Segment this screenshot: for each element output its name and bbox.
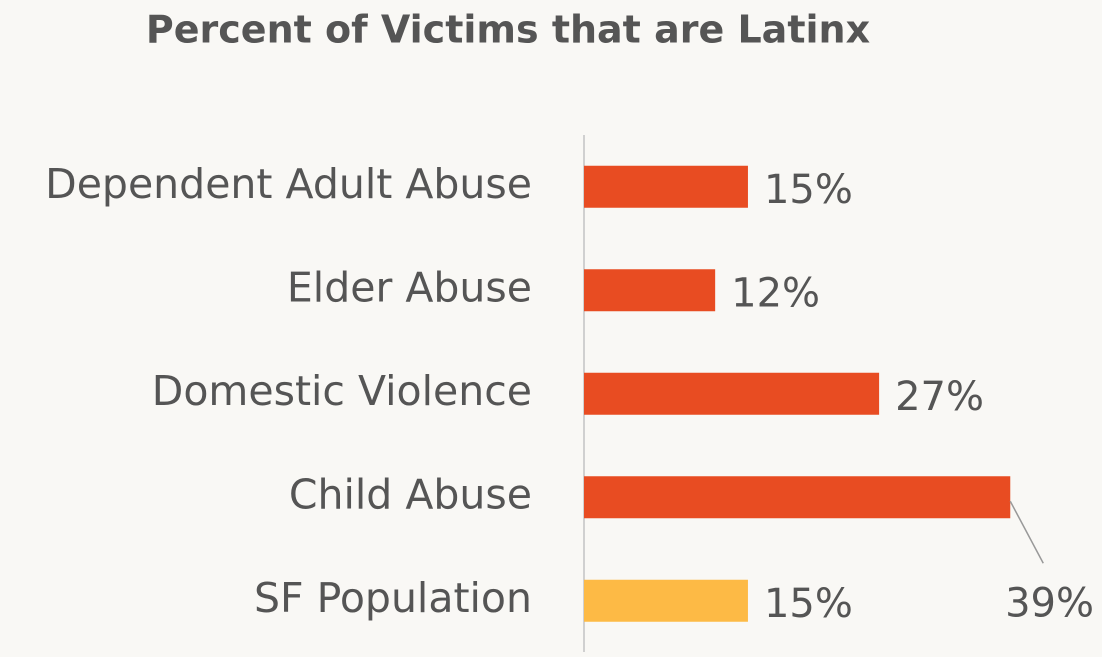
bar — [584, 269, 716, 312]
category-label: Child Abuse — [289, 470, 532, 518]
value-label: 39% — [1005, 580, 1094, 626]
leader-line — [1009, 500, 1044, 564]
bar — [584, 579, 748, 622]
value-label: 12% — [731, 270, 820, 316]
category-label: Domestic Violence — [152, 367, 532, 415]
bar — [584, 165, 748, 208]
category-label: Elder Abuse — [287, 263, 532, 311]
value-label: 15% — [764, 167, 853, 213]
category-label: SF Population — [254, 574, 532, 622]
chart-title: Percent of Victims that are Latinx — [146, 8, 870, 52]
bar — [584, 372, 880, 415]
value-label: 27% — [895, 374, 984, 420]
value-label: 15% — [764, 581, 853, 627]
category-label: Dependent Adult Abuse — [45, 160, 532, 208]
bar — [584, 476, 1011, 519]
